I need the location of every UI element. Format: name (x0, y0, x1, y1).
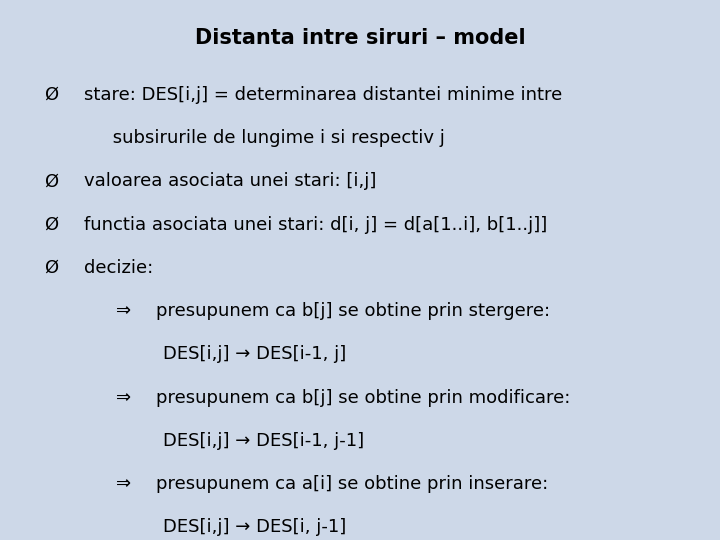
Text: Ø: Ø (45, 259, 58, 277)
Text: presupunem ca a[i] se obtine prin inserare:: presupunem ca a[i] se obtine prin insera… (156, 475, 548, 493)
Text: stare: DES[i,j] = determinarea distantei minime intre: stare: DES[i,j] = determinarea distantei… (84, 86, 562, 104)
Text: decizie:: decizie: (84, 259, 153, 277)
Text: ⇒: ⇒ (116, 302, 131, 320)
Text: DES[i,j] → DES[i, j-1]: DES[i,j] → DES[i, j-1] (163, 518, 346, 536)
Text: presupunem ca b[j] se obtine prin stergere:: presupunem ca b[j] se obtine prin sterge… (156, 302, 549, 320)
Text: functia asociata unei stari: d[i, j] = d[a[1..i], b[1..j]]: functia asociata unei stari: d[i, j] = d… (84, 215, 547, 234)
Text: presupunem ca b[j] se obtine prin modificare:: presupunem ca b[j] se obtine prin modifi… (156, 389, 570, 407)
Text: valoarea asociata unei stari: [i,j]: valoarea asociata unei stari: [i,j] (84, 172, 377, 190)
Text: Distanta intre siruri – model: Distanta intre siruri – model (194, 28, 526, 48)
Text: DES[i,j] → DES[i-1, j]: DES[i,j] → DES[i-1, j] (163, 346, 346, 363)
Text: DES[i,j] → DES[i-1, j-1]: DES[i,j] → DES[i-1, j-1] (163, 432, 364, 450)
Text: ⇒: ⇒ (116, 475, 131, 493)
Text: subsirurile de lungime i si respectiv j: subsirurile de lungime i si respectiv j (84, 129, 445, 147)
Text: Ø: Ø (45, 86, 58, 104)
Text: Ø: Ø (45, 215, 58, 234)
Text: ⇒: ⇒ (116, 389, 131, 407)
Text: Ø: Ø (45, 172, 58, 190)
